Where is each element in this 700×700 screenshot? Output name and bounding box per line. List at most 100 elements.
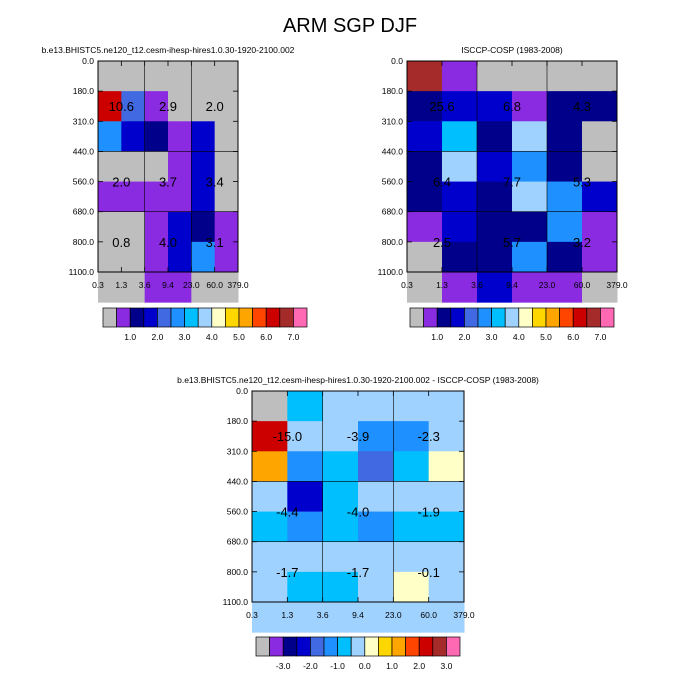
heatmap-cell xyxy=(252,541,288,573)
heatmap-cell xyxy=(287,481,324,513)
heatmap-cell xyxy=(121,121,146,152)
colorbar-box xyxy=(157,307,172,328)
heatmap-cell xyxy=(547,151,583,183)
heatmap-cell xyxy=(144,151,169,183)
heatmap-cell xyxy=(393,451,430,482)
heatmap-cell xyxy=(358,481,394,513)
heatmap-cell xyxy=(287,541,324,573)
heatmap-cell xyxy=(287,571,324,603)
heatmap-cell xyxy=(393,391,430,422)
heatmap-cell xyxy=(582,181,618,213)
heatmap-cell xyxy=(168,241,192,273)
heatmap-cell xyxy=(547,121,583,152)
heatmap-cell xyxy=(547,91,583,122)
heatmap-cell xyxy=(547,181,583,213)
heatmap-cell xyxy=(168,181,192,213)
y-tick-label: 680.0 xyxy=(227,537,249,547)
heatmap-cell xyxy=(477,211,513,243)
y-tick-label: 800.0 xyxy=(73,237,95,247)
colorbar-label: 5.0 xyxy=(233,332,245,342)
y-tick-label: 180.0 xyxy=(382,86,404,96)
heatmap-cell xyxy=(287,421,324,452)
heatmap-cell xyxy=(98,121,122,152)
heatmap-cell xyxy=(512,91,548,122)
heatmap-cell xyxy=(121,272,146,303)
heatmap-cell xyxy=(442,211,478,243)
x-tick-label: 23.0 xyxy=(539,280,556,290)
data-label: 2.5 xyxy=(433,235,451,250)
y-tick-label: 440.0 xyxy=(227,476,249,486)
colorbar-box xyxy=(310,636,325,657)
colorbar-label: 6.0 xyxy=(260,332,272,342)
data-label: 2.0 xyxy=(112,175,130,190)
heatmap-cell xyxy=(393,602,430,633)
heatmap-cell xyxy=(98,91,122,122)
colorbar-box xyxy=(255,636,270,657)
heatmap-cell xyxy=(512,61,548,92)
colorbar-label: 4.0 xyxy=(206,332,218,342)
x-tick-label: 23.0 xyxy=(385,610,402,620)
heatmap-cell xyxy=(393,481,430,513)
heatmap-cell xyxy=(358,602,394,633)
heatmap-cell xyxy=(407,181,443,213)
heatmap-cell xyxy=(144,61,169,92)
colorbar-1: 1.0 2.0 3.0 4.0 5.0 6.0 7.0 xyxy=(102,307,308,342)
colorbar-box xyxy=(102,307,117,328)
heatmap-panel-2: ISCCP-COSP (1983-2008) 0.3 1.3 3.6 9.4 23.0 60… xyxy=(378,45,628,342)
data-label: 0.8 xyxy=(112,235,130,250)
heatmap-cell xyxy=(191,241,216,273)
heatmap-cell xyxy=(582,211,618,243)
heatmap-cell xyxy=(442,241,478,273)
heatmap-cell xyxy=(252,421,288,452)
heatmap-cell xyxy=(477,121,513,152)
y-tick-label: 560.0 xyxy=(73,177,95,187)
heatmap-panel-3: b.e13.BHISTC5.ne120_t12.cesm-ihesp-hires… xyxy=(177,375,539,671)
colorbar-box xyxy=(464,307,479,328)
data-label: -15.0 xyxy=(273,429,303,444)
heatmap-cell xyxy=(477,151,513,183)
x-tick-label: 3.6 xyxy=(471,280,483,290)
colorbar-2: 1.0 2.0 3.0 4.0 5.0 6.0 7.0 xyxy=(409,307,615,342)
heatmap-cell xyxy=(393,421,430,452)
heatmap-cell xyxy=(287,391,324,422)
y-tick-label: 680.0 xyxy=(73,207,95,217)
colorbar-box xyxy=(423,307,438,328)
data-label: -1.9 xyxy=(417,505,439,520)
colorbar-box xyxy=(265,307,281,328)
colorbar-box xyxy=(409,307,424,328)
y-tick-label: 0.0 xyxy=(82,56,94,66)
heatmap-cell xyxy=(582,61,618,92)
colorbar-box xyxy=(252,307,267,328)
heatmap-cell xyxy=(191,181,216,213)
heatmap-cell xyxy=(214,241,239,273)
colorbar-box xyxy=(391,636,406,657)
heatmap-cell xyxy=(191,211,216,243)
x-tick-label: 0.3 xyxy=(246,610,258,620)
heatmap-cell xyxy=(428,571,465,603)
colorbar-box xyxy=(432,636,447,657)
heatmap-cell xyxy=(214,211,239,243)
heatmap-cell xyxy=(214,181,239,213)
heatmap-cell xyxy=(252,481,288,513)
heatmap-cell xyxy=(252,571,288,603)
x-tick-label: 3.6 xyxy=(139,280,151,290)
data-label: -3.9 xyxy=(347,429,369,444)
data-label: 2.9 xyxy=(159,99,177,114)
colorbar-box xyxy=(184,307,199,328)
y-tick-label: 440.0 xyxy=(382,146,404,156)
x-tick-label: 23.0 xyxy=(183,280,200,290)
heatmap-cell xyxy=(512,211,548,243)
colorbar-box xyxy=(143,307,158,328)
heatmap-cell xyxy=(121,241,146,273)
heatmap-cell xyxy=(168,61,192,92)
colorbar-box xyxy=(350,636,366,657)
y-tick-label: 310.0 xyxy=(382,116,404,126)
heatmap-cell xyxy=(322,602,359,633)
x-tick-label: 379.0 xyxy=(606,280,628,290)
data-label: -1.7 xyxy=(347,565,369,580)
heatmap-cell xyxy=(144,211,169,243)
heatmap-cell xyxy=(547,272,583,303)
colorbar-box xyxy=(197,307,213,328)
heatmap-cell xyxy=(442,121,478,152)
